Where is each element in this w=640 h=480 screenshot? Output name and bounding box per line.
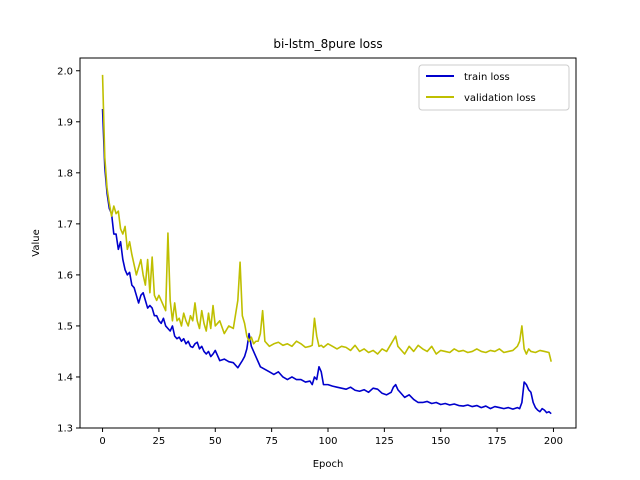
y-tick-label: 1.8 <box>57 168 73 179</box>
y-tick-label: 1.9 <box>57 117 73 128</box>
x-tick-label: 100 <box>318 436 337 447</box>
chart-title: bi-lstm_8pure loss <box>273 37 382 51</box>
x-tick-label: 0 <box>99 436 105 447</box>
x-tick-label: 150 <box>431 436 450 447</box>
x-tick-label: 175 <box>488 436 507 447</box>
y-tick-label: 1.5 <box>57 321 73 332</box>
x-tick-label: 200 <box>544 436 563 447</box>
x-axis-ticks: 0 25 50 75 100 125 150 175 200 <box>99 428 563 447</box>
series-line-validation-loss <box>101 74 552 362</box>
series-line-train-loss <box>101 108 552 415</box>
legend: train loss validation loss <box>418 64 570 111</box>
y-axis-ticks: 1.3 1.4 1.5 1.6 1.7 1.8 1.9 2.0 <box>57 66 80 435</box>
x-tick-label: 50 <box>209 436 222 447</box>
y-tick-label: 1.4 <box>57 372 73 383</box>
x-axis-title: Epoch <box>313 459 344 470</box>
x-tick-label: 25 <box>153 436 166 447</box>
y-tick-label: 1.3 <box>57 424 73 435</box>
y-tick-label: 1.6 <box>57 270 73 281</box>
x-tick-label: 75 <box>265 436 278 447</box>
y-axis-title: Value <box>31 229 42 256</box>
y-tick-label: 1.7 <box>57 219 73 230</box>
legend-label-train-loss: train loss <box>464 72 510 83</box>
legend-box <box>418 64 570 111</box>
y-tick-label: 2.0 <box>57 66 73 77</box>
series-group <box>101 74 552 415</box>
legend-label-validation-loss: validation loss <box>464 93 536 104</box>
x-tick-label: 125 <box>375 436 394 447</box>
